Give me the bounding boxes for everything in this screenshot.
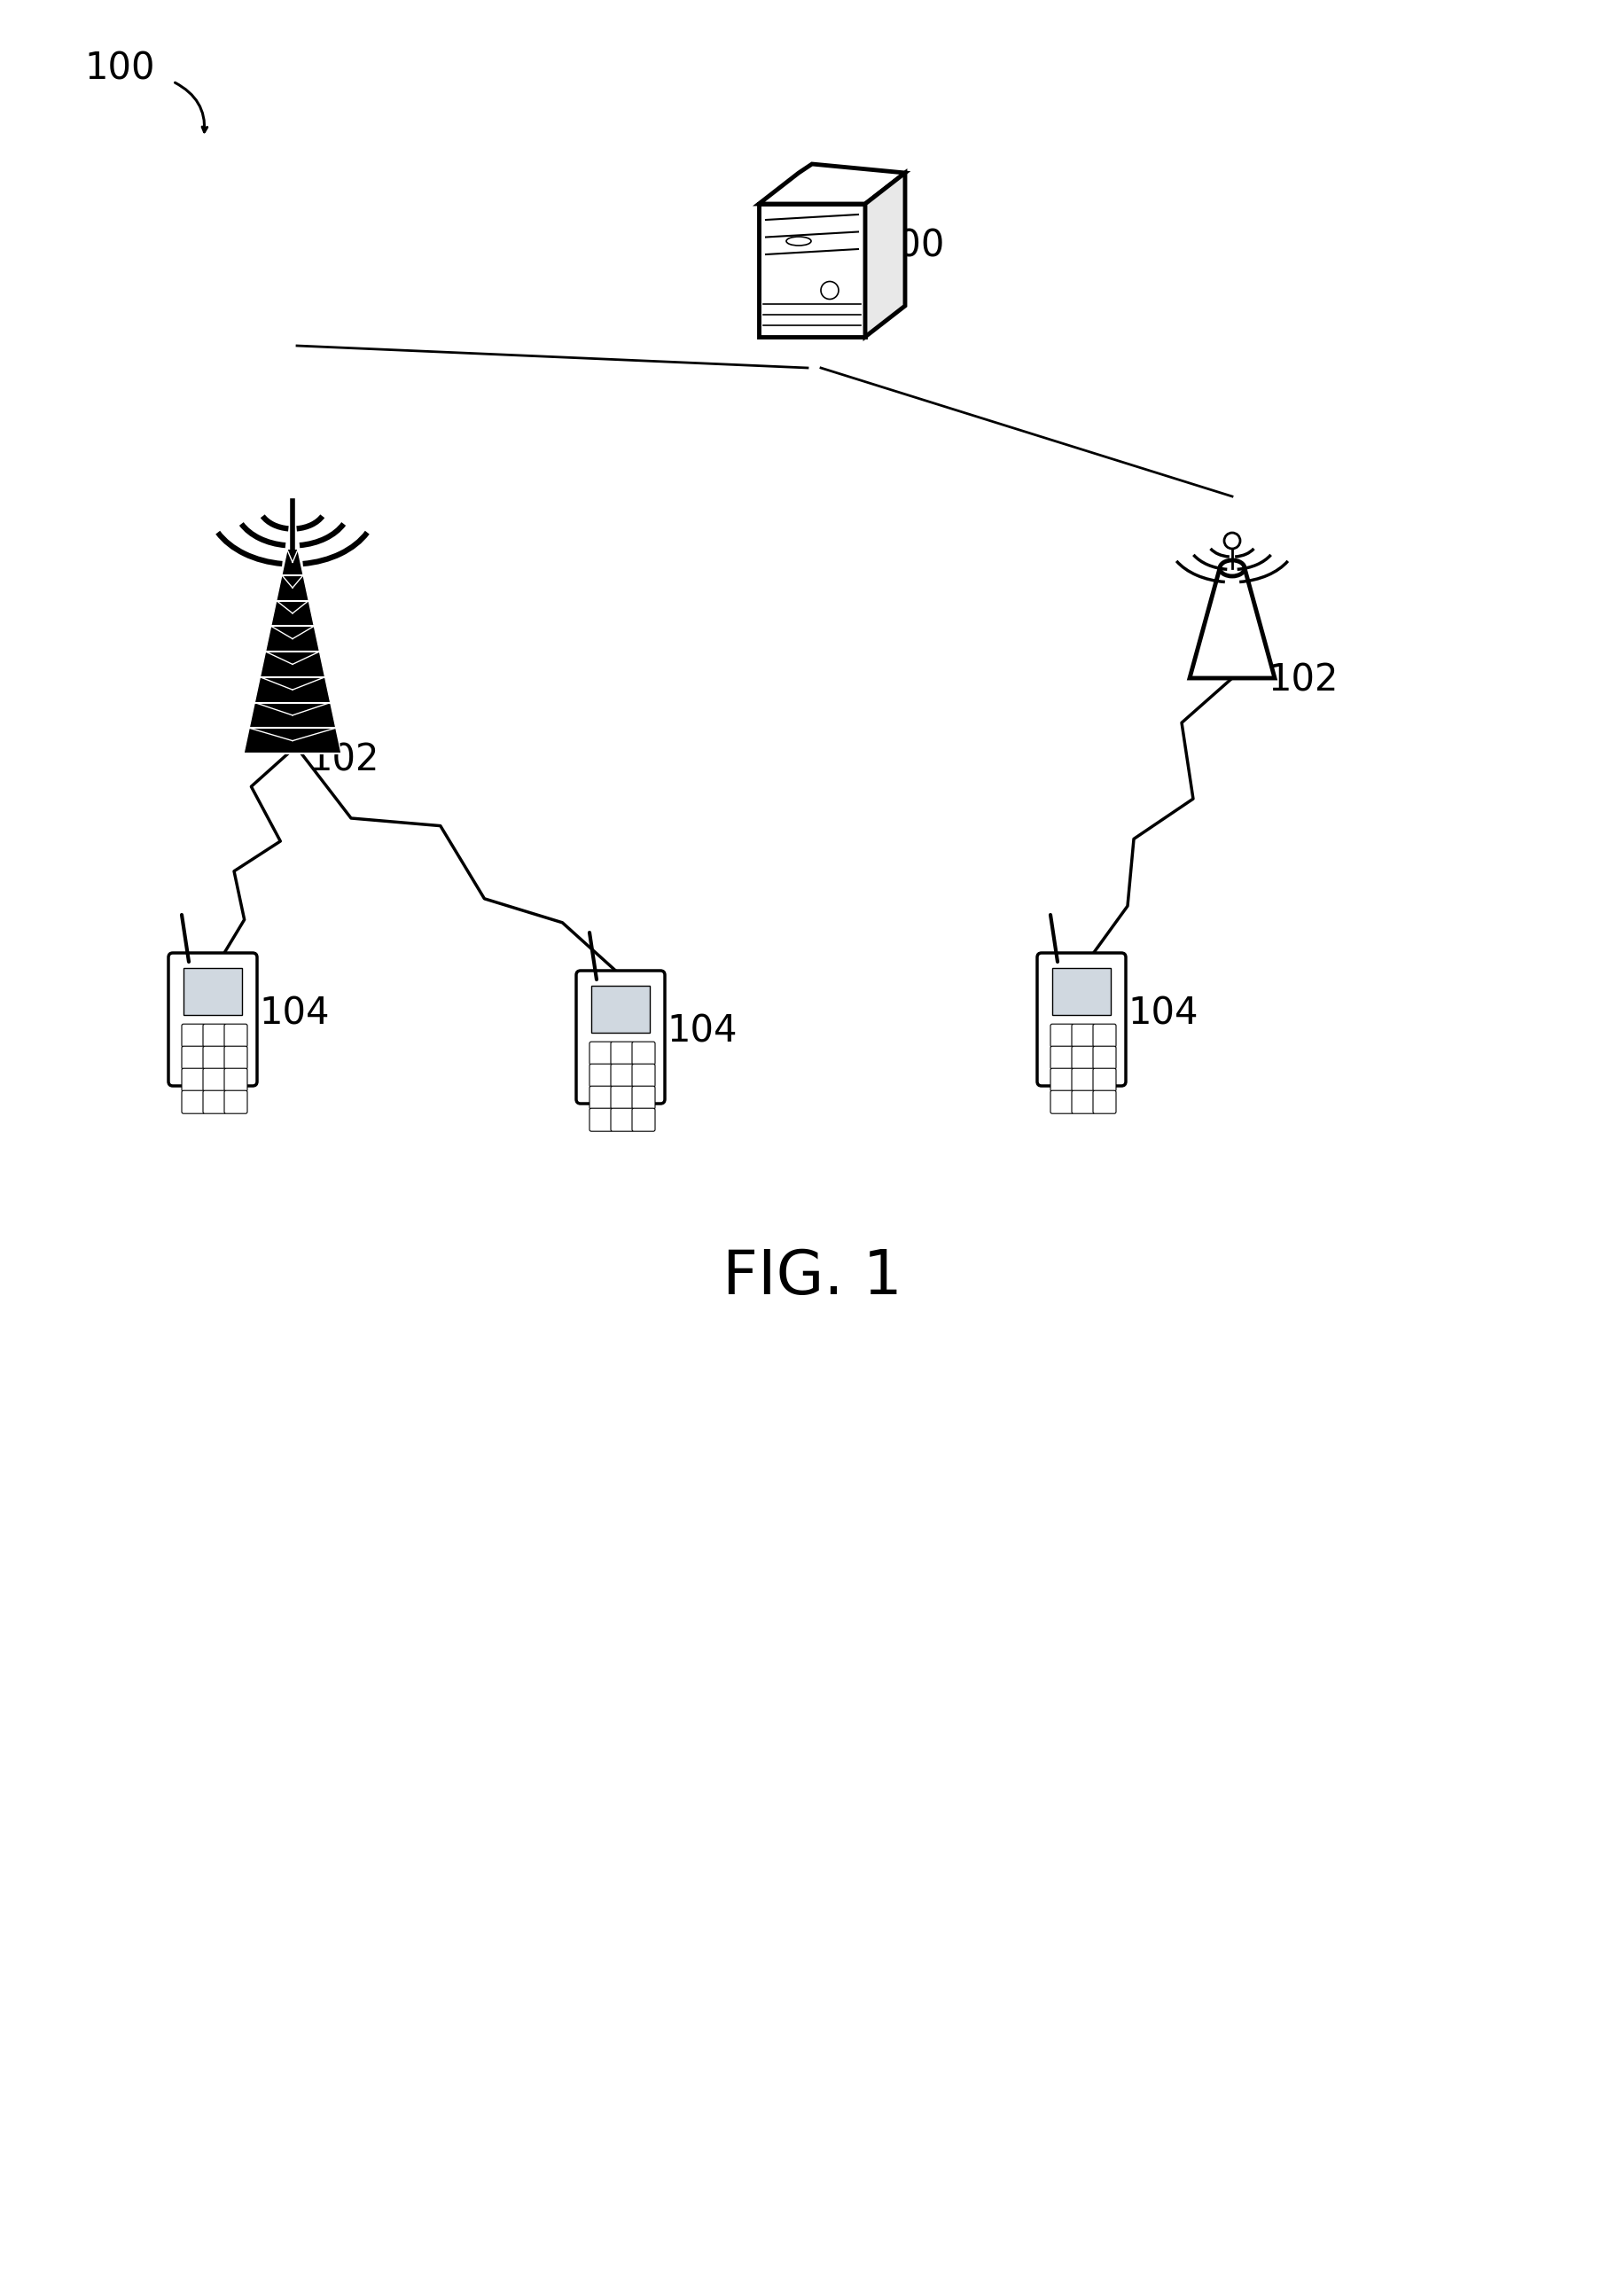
FancyBboxPatch shape <box>182 1047 205 1069</box>
Text: 102: 102 <box>309 741 378 780</box>
FancyBboxPatch shape <box>182 1090 205 1113</box>
FancyBboxPatch shape <box>590 1042 612 1065</box>
FancyBboxPatch shape <box>224 1047 247 1069</box>
FancyBboxPatch shape <box>224 1090 247 1113</box>
FancyBboxPatch shape <box>1051 1047 1073 1069</box>
FancyBboxPatch shape <box>203 1047 226 1069</box>
Circle shape <box>1224 532 1241 549</box>
Bar <box>591 987 650 1033</box>
FancyBboxPatch shape <box>590 1065 612 1088</box>
FancyBboxPatch shape <box>577 971 664 1104</box>
FancyBboxPatch shape <box>632 1065 654 1088</box>
FancyBboxPatch shape <box>169 952 257 1086</box>
Text: 104: 104 <box>258 994 330 1033</box>
Polygon shape <box>1190 569 1275 677</box>
FancyBboxPatch shape <box>590 1086 612 1108</box>
FancyBboxPatch shape <box>611 1086 633 1108</box>
FancyBboxPatch shape <box>611 1108 633 1131</box>
Text: 104: 104 <box>1127 994 1199 1033</box>
FancyBboxPatch shape <box>1072 1069 1095 1092</box>
Circle shape <box>820 282 838 298</box>
FancyBboxPatch shape <box>1051 1069 1073 1092</box>
Bar <box>1052 968 1111 1014</box>
Text: 102: 102 <box>1268 663 1338 700</box>
Polygon shape <box>244 549 341 753</box>
Polygon shape <box>758 163 905 204</box>
FancyBboxPatch shape <box>203 1069 226 1092</box>
Text: FIG. 1: FIG. 1 <box>723 1246 901 1306</box>
Text: 104: 104 <box>666 1012 737 1049</box>
FancyBboxPatch shape <box>611 1042 633 1065</box>
FancyBboxPatch shape <box>182 1024 205 1047</box>
Polygon shape <box>866 172 905 337</box>
FancyBboxPatch shape <box>590 1108 612 1131</box>
FancyBboxPatch shape <box>632 1042 654 1065</box>
Polygon shape <box>758 204 866 337</box>
FancyBboxPatch shape <box>1072 1024 1095 1047</box>
FancyBboxPatch shape <box>224 1024 247 1047</box>
FancyBboxPatch shape <box>1072 1090 1095 1113</box>
Bar <box>184 968 242 1014</box>
FancyBboxPatch shape <box>632 1086 654 1108</box>
FancyBboxPatch shape <box>1093 1024 1116 1047</box>
FancyBboxPatch shape <box>1051 1024 1073 1047</box>
FancyBboxPatch shape <box>1093 1069 1116 1092</box>
Text: 200: 200 <box>874 227 945 264</box>
FancyBboxPatch shape <box>224 1069 247 1092</box>
FancyBboxPatch shape <box>1072 1047 1095 1069</box>
Ellipse shape <box>1220 560 1244 576</box>
FancyBboxPatch shape <box>632 1108 654 1131</box>
FancyBboxPatch shape <box>1093 1047 1116 1069</box>
FancyBboxPatch shape <box>611 1065 633 1088</box>
FancyBboxPatch shape <box>1093 1090 1116 1113</box>
FancyBboxPatch shape <box>203 1090 226 1113</box>
FancyBboxPatch shape <box>203 1024 226 1047</box>
FancyBboxPatch shape <box>1051 1090 1073 1113</box>
FancyBboxPatch shape <box>182 1069 205 1092</box>
Text: 100: 100 <box>84 50 154 87</box>
Ellipse shape <box>786 236 810 246</box>
FancyBboxPatch shape <box>1038 952 1125 1086</box>
